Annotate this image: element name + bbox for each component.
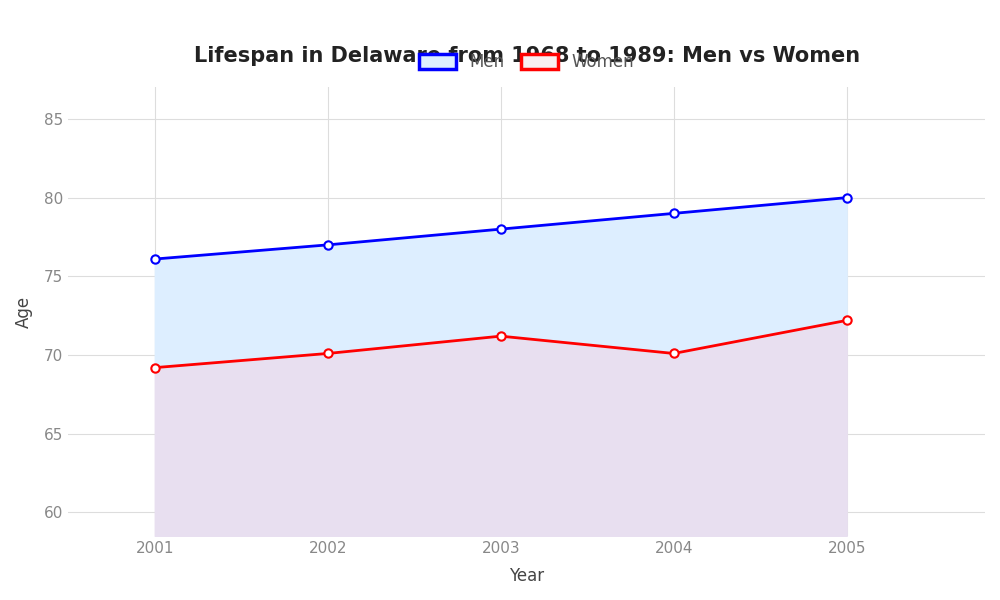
Legend: Men, Women: Men, Women: [413, 46, 641, 78]
Title: Lifespan in Delaware from 1968 to 1989: Men vs Women: Lifespan in Delaware from 1968 to 1989: …: [194, 46, 860, 67]
X-axis label: Year: Year: [509, 567, 544, 585]
Y-axis label: Age: Age: [15, 296, 33, 328]
